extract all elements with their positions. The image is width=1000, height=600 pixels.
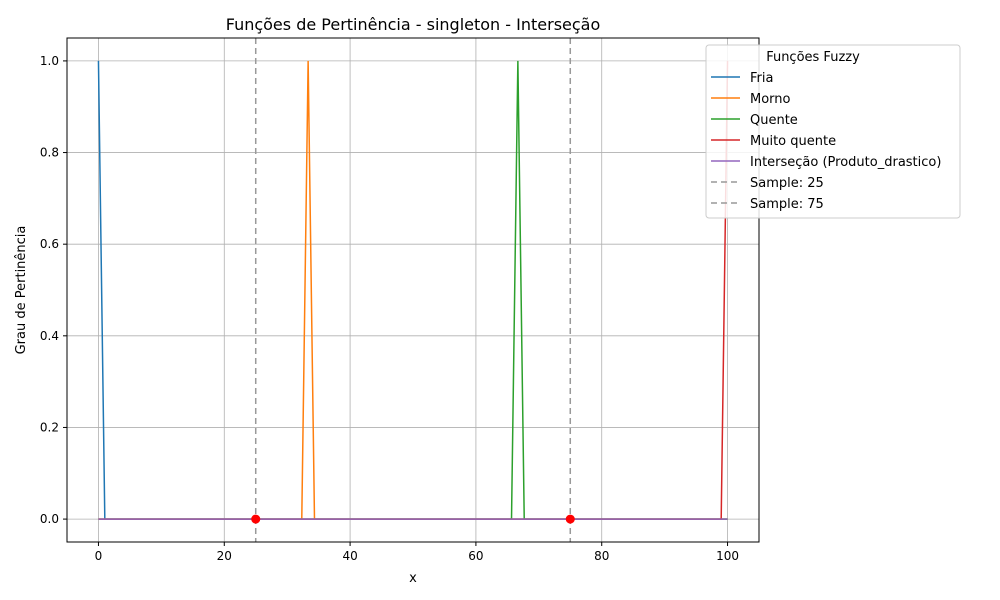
x-tick-label: 60 <box>468 549 483 563</box>
x-tick-label: 20 <box>217 549 232 563</box>
x-axis-label: x <box>409 571 417 586</box>
x-tick-label: 40 <box>342 549 357 563</box>
legend-label: Muito quente <box>750 134 836 149</box>
legend-label: Morno <box>750 92 791 107</box>
chart-title: Funções de Pertinência - singleton - Int… <box>226 15 601 34</box>
plot-area-frame <box>66 37 760 543</box>
x-tick-label: 0 <box>95 549 103 563</box>
y-tick-label: 0.2 <box>40 420 59 434</box>
x-tick-label: 80 <box>594 549 609 563</box>
legend-label: Interseção (Produto_drastico) <box>750 155 941 170</box>
y-axis-label: Grau de Pertinência <box>14 226 29 355</box>
y-tick-label: 0.6 <box>40 237 59 251</box>
legend-label: Sample: 25 <box>750 176 824 191</box>
y-tick-label: 1.0 <box>40 54 59 68</box>
sample-point-marker <box>565 514 575 524</box>
legend-label: Quente <box>750 113 798 128</box>
legend: Funções Fuzzy Fria Morno Quente Muito quent… <box>705 44 961 219</box>
y-tick-label: 0.4 <box>40 329 59 343</box>
legend-label: Fria <box>750 71 773 86</box>
legend-title: Funções Fuzzy <box>766 50 860 65</box>
x-tick-label: 100 <box>716 549 739 563</box>
legend-items: Fria Morno Quente Muito quente Interseção (P… <box>711 71 941 212</box>
grid <box>67 38 759 542</box>
y-tick-label: 0.0 <box>40 512 59 526</box>
y-tick-label: 0.8 <box>40 146 59 160</box>
marker-layer <box>251 514 575 524</box>
sample-point-marker <box>251 514 261 524</box>
legend-label: Sample: 75 <box>750 197 824 212</box>
axis-ticks: 0 20 40 60 80 100 0.0 0.2 0.4 0.6 0.8 1.0 <box>40 54 739 563</box>
legend-box <box>705 44 961 219</box>
